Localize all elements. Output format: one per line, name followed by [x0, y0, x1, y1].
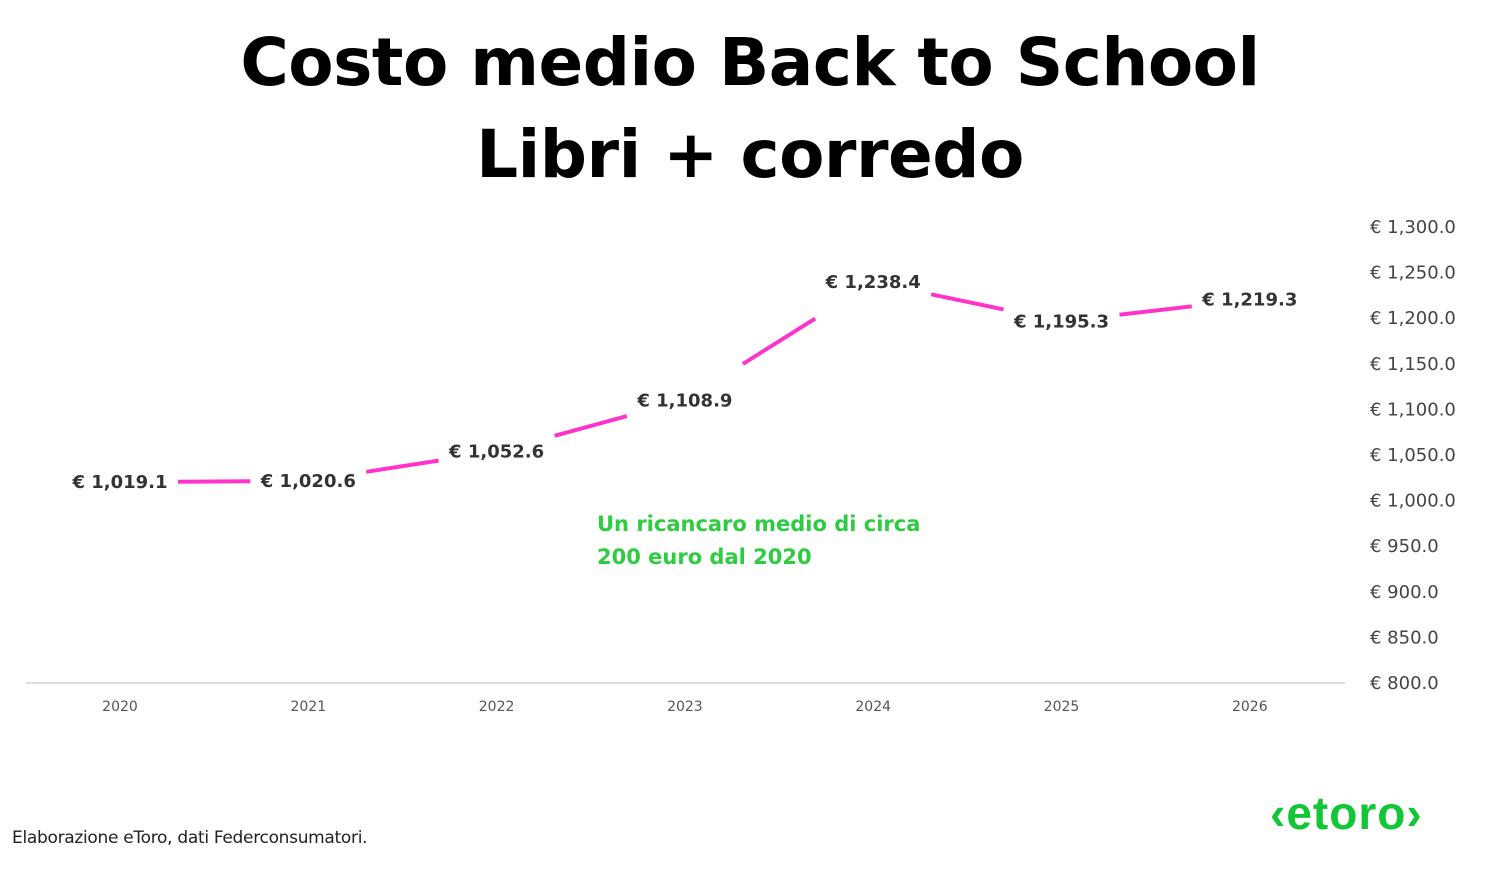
x-tick-label: 2025 — [1044, 699, 1080, 715]
y-tick-label: € 1,150.0 — [1370, 354, 1456, 375]
data-label: € 1,020.6 — [260, 471, 356, 492]
series-line-group — [177, 292, 1193, 484]
series-line-segment — [1119, 304, 1193, 317]
series-line-segment — [741, 316, 817, 366]
y-tick-label: € 1,300.0 — [1370, 217, 1456, 238]
y-tick-label: € 1,100.0 — [1370, 399, 1456, 420]
annotation-line-2: 200 euro dal 2020 — [597, 545, 812, 569]
series-line-segment — [177, 479, 251, 484]
x-tick-label: 2024 — [855, 699, 891, 715]
series-line-segment — [365, 458, 439, 474]
data-label: € 1,195.3 — [1013, 312, 1109, 333]
source-footnote: Elaborazione eToro, dati Federconsumator… — [12, 828, 368, 848]
y-tick-label: € 800.0 — [1370, 673, 1439, 694]
y-tick-label: € 1,200.0 — [1370, 308, 1456, 329]
data-label: € 1,108.9 — [636, 390, 732, 411]
x-axis-ticks: 2020 2021 2022 2023 2024 2025 2026 — [102, 699, 1268, 715]
annotation-line-1: Un ricancaro medio di circa — [597, 512, 920, 536]
x-tick-label: 2020 — [102, 699, 138, 715]
x-tick-label: 2021 — [290, 699, 326, 715]
series-line-segment — [930, 292, 1004, 312]
etoro-logo: ‹etoro› — [1270, 787, 1423, 839]
chart-title-line1: Costo medio Back to School — [240, 24, 1260, 101]
data-label: € 1,052.6 — [448, 442, 544, 463]
x-tick-label: 2023 — [667, 699, 703, 715]
y-axis-ticks: € 1,300.0 € 1,250.0 € 1,200.0 € 1,150.0 € 1,… — [1370, 217, 1456, 694]
y-tick-label: € 950.0 — [1370, 536, 1439, 557]
y-tick-label: € 1,250.0 — [1370, 263, 1456, 284]
y-tick-label: € 1,000.0 — [1370, 491, 1456, 512]
series-line-segment — [554, 414, 628, 438]
x-tick-label: 2022 — [479, 699, 515, 715]
chart-title-line2: Libri + corredo — [476, 116, 1024, 193]
y-tick-label: € 900.0 — [1370, 582, 1439, 603]
y-tick-label: € 850.0 — [1370, 627, 1439, 648]
data-label: € 1,238.4 — [825, 272, 921, 293]
y-tick-label: € 1,050.0 — [1370, 445, 1456, 466]
data-labels: € 1,019.1 € 1,020.6 € 1,052.6 € 1,108.9 € 1,… — [71, 272, 1297, 493]
data-label: € 1,019.1 — [71, 472, 167, 493]
data-label: € 1,219.3 — [1201, 290, 1297, 311]
x-tick-label: 2026 — [1232, 699, 1268, 715]
